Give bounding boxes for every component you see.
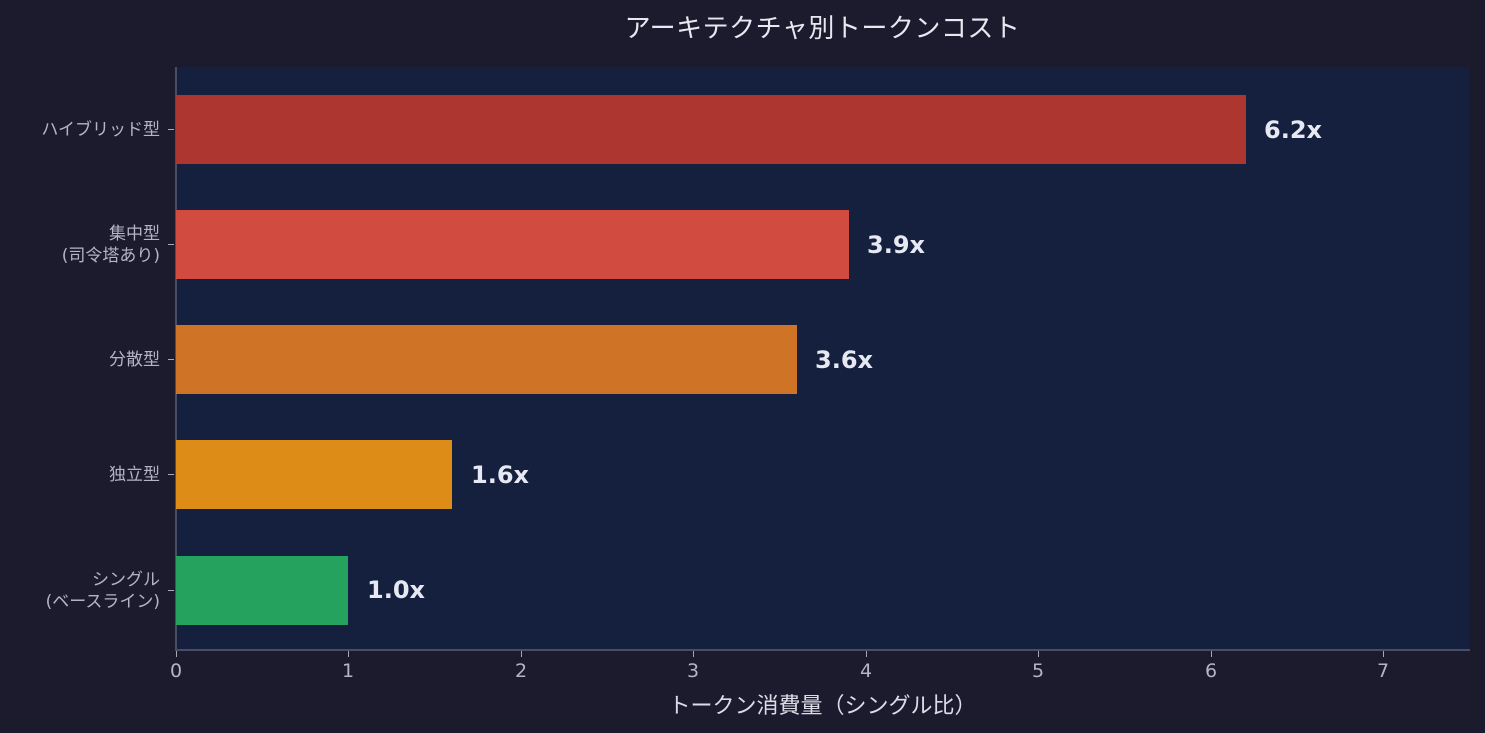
y-tick <box>168 359 174 360</box>
chart-title: アーキテクチャ別トークンコスト <box>624 14 1021 44</box>
y-tick-label: 分散型 <box>109 350 160 370</box>
x-tick <box>866 651 867 657</box>
y-tick-label: 集中型 (司令塔あり) <box>61 224 160 266</box>
x-tick <box>176 651 177 657</box>
x-tick <box>1038 651 1039 657</box>
x-tick <box>693 651 694 657</box>
x-tick-label: 3 <box>686 660 700 682</box>
bar-single <box>176 556 348 625</box>
y-tick <box>168 244 174 245</box>
y-tick-label: ハイブリッド型 <box>41 120 160 140</box>
x-tick <box>1211 651 1212 657</box>
x-tick-label: 1 <box>341 660 355 682</box>
x-axis-title: トークン消費量（シングル比） <box>668 694 977 719</box>
x-tick-label: 2 <box>514 660 528 682</box>
x-axis-line <box>175 649 1470 651</box>
y-tick <box>168 590 174 591</box>
bar-hybrid <box>176 95 1246 164</box>
x-tick-label: 6 <box>1204 660 1218 682</box>
bar-value-label: 1.0x <box>367 576 425 604</box>
bar-value-label: 1.6x <box>471 461 529 489</box>
x-tick-label: 4 <box>859 660 873 682</box>
x-tick <box>1383 651 1384 657</box>
bar-independent <box>176 440 452 509</box>
x-tick-label: 7 <box>1376 660 1390 682</box>
x-tick-label: 0 <box>169 660 183 682</box>
y-tick <box>168 129 174 130</box>
x-tick-label: 5 <box>1031 660 1045 682</box>
bar-value-label: 3.9x <box>867 231 925 259</box>
y-tick-label: シングル (ベースライン) <box>45 570 160 612</box>
bar-value-label: 3.6x <box>815 346 873 374</box>
x-tick <box>521 651 522 657</box>
x-tick <box>348 651 349 657</box>
bar-distributed <box>176 325 797 394</box>
y-tick-label: 独立型 <box>109 465 160 485</box>
bar-centralized <box>176 210 849 279</box>
bar-value-label: 6.2x <box>1264 116 1322 144</box>
y-tick <box>168 474 174 475</box>
